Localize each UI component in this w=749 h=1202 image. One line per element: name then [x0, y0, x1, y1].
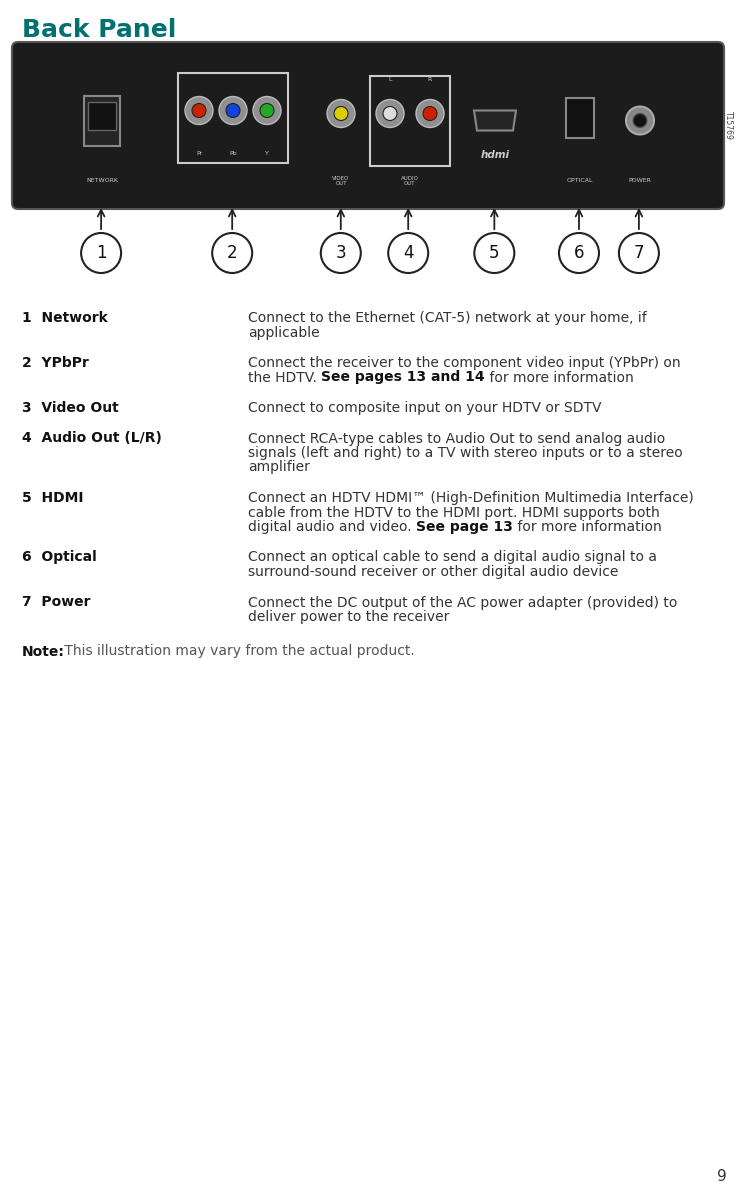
Text: deliver power to the receiver: deliver power to the receiver	[248, 609, 449, 624]
Text: Pb: Pb	[229, 151, 237, 156]
Text: applicable: applicable	[248, 326, 320, 339]
Text: Connect to the Ethernet (CAT‑5) network at your home, if: Connect to the Ethernet (CAT‑5) network …	[248, 311, 646, 325]
Text: Pr: Pr	[196, 151, 202, 156]
Circle shape	[253, 96, 281, 125]
Circle shape	[474, 233, 515, 273]
Circle shape	[334, 107, 348, 120]
Text: Note:: Note:	[22, 644, 65, 659]
Text: for more information: for more information	[485, 370, 634, 385]
Text: L: L	[388, 77, 392, 82]
Circle shape	[185, 96, 213, 125]
Text: hdmi: hdmi	[481, 150, 509, 161]
Circle shape	[416, 100, 444, 127]
Circle shape	[260, 103, 274, 118]
Polygon shape	[474, 111, 516, 131]
Text: Back Panel: Back Panel	[22, 18, 176, 42]
Circle shape	[423, 107, 437, 120]
Circle shape	[321, 233, 361, 273]
Text: 2  YPbPr: 2 YPbPr	[22, 356, 89, 370]
Text: Connect the receiver to the component video input (YPbPr) on: Connect the receiver to the component vi…	[248, 356, 681, 370]
Circle shape	[327, 100, 355, 127]
Text: 7: 7	[634, 244, 644, 262]
Text: OPTICAL: OPTICAL	[567, 179, 593, 184]
Circle shape	[559, 233, 599, 273]
Circle shape	[619, 233, 659, 273]
Text: This illustration may vary from the actual product.: This illustration may vary from the actu…	[60, 644, 415, 659]
FancyBboxPatch shape	[12, 42, 724, 209]
Text: Connect an optical cable to send a digital audio signal to a: Connect an optical cable to send a digit…	[248, 551, 657, 565]
Circle shape	[388, 233, 428, 273]
Text: for more information: for more information	[513, 520, 661, 534]
Text: Connect RCA‑type cables to Audio Out to send analog audio: Connect RCA‑type cables to Audio Out to …	[248, 432, 665, 446]
Text: 1  Network: 1 Network	[22, 311, 108, 325]
Text: See pages 13 and 14: See pages 13 and 14	[321, 370, 485, 385]
Text: POWER: POWER	[628, 179, 652, 184]
Text: cable from the HDTV to the HDMI port. HDMI supports both: cable from the HDTV to the HDMI port. HD…	[248, 506, 660, 519]
Text: Connect an HDTV HDMI™ (High‑Definition Multimedia Interface): Connect an HDTV HDMI™ (High‑Definition M…	[248, 490, 694, 505]
Text: Connect to composite input on your HDTV or SDTV: Connect to composite input on your HDTV …	[248, 401, 601, 415]
Text: T15769: T15769	[724, 111, 733, 139]
Text: 5: 5	[489, 244, 500, 262]
Text: 1: 1	[96, 244, 106, 262]
Text: 2: 2	[227, 244, 237, 262]
Circle shape	[81, 233, 121, 273]
Text: 6: 6	[574, 244, 584, 262]
Text: AUDIO
OUT: AUDIO OUT	[401, 175, 419, 186]
Text: digital audio and video.: digital audio and video.	[248, 520, 416, 534]
Text: Y: Y	[265, 151, 269, 156]
Text: NETWORK: NETWORK	[86, 179, 118, 184]
Text: 7  Power: 7 Power	[22, 595, 91, 609]
Text: the HDTV.: the HDTV.	[248, 370, 321, 385]
Text: 4: 4	[403, 244, 413, 262]
Text: 3  Video Out: 3 Video Out	[22, 401, 119, 415]
FancyBboxPatch shape	[84, 95, 120, 145]
Text: VIDEO
OUT: VIDEO OUT	[333, 175, 350, 186]
Circle shape	[626, 107, 654, 135]
Text: 5  HDMI: 5 HDMI	[22, 490, 83, 505]
Text: signals (left and right) to a TV with stereo inputs or to a stereo: signals (left and right) to a TV with st…	[248, 446, 683, 460]
FancyBboxPatch shape	[566, 97, 594, 137]
Circle shape	[192, 103, 206, 118]
Text: 9: 9	[718, 1170, 727, 1184]
Circle shape	[376, 100, 404, 127]
Text: surround‑sound receiver or other digital audio device: surround‑sound receiver or other digital…	[248, 565, 619, 579]
FancyBboxPatch shape	[88, 101, 116, 130]
Text: See page 13: See page 13	[416, 520, 513, 534]
Text: 3: 3	[336, 244, 346, 262]
Circle shape	[633, 113, 647, 127]
Text: 6  Optical: 6 Optical	[22, 551, 97, 565]
Circle shape	[383, 107, 397, 120]
Circle shape	[226, 103, 240, 118]
Text: 4  Audio Out (L/R): 4 Audio Out (L/R)	[22, 432, 162, 446]
Circle shape	[219, 96, 247, 125]
Text: amplifier: amplifier	[248, 460, 310, 475]
Text: R: R	[428, 77, 432, 82]
Text: Connect the DC output of the AC power adapter (provided) to: Connect the DC output of the AC power ad…	[248, 595, 677, 609]
Circle shape	[212, 233, 252, 273]
